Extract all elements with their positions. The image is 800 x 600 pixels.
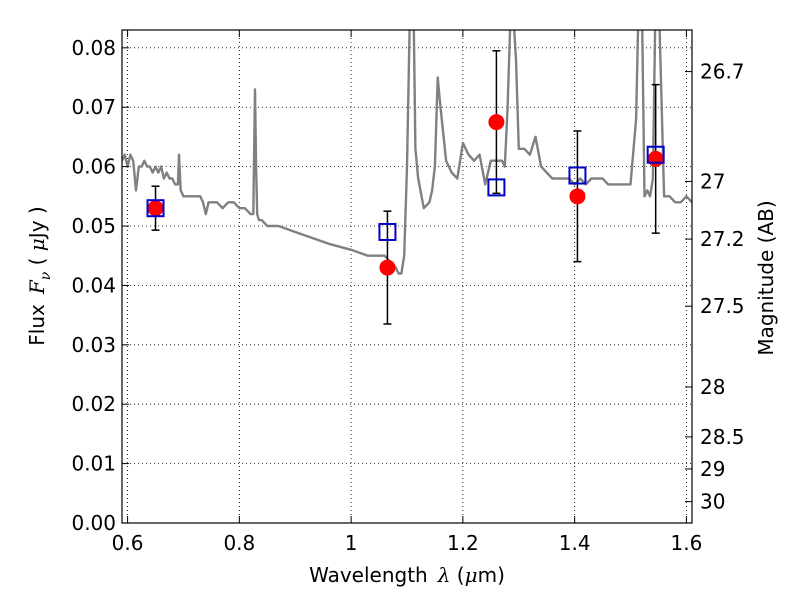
y-tick-label: 0.07 bbox=[71, 95, 116, 119]
y2-tick-label: 30 bbox=[700, 490, 725, 514]
y-tick-label: 0.01 bbox=[71, 452, 116, 476]
y-tick-label: 0.03 bbox=[71, 333, 116, 357]
y2-tick-label: 29 bbox=[700, 457, 725, 481]
y-tick-label: 0.02 bbox=[71, 392, 116, 416]
y2-tick-label: 27.5 bbox=[700, 294, 745, 318]
observed-point bbox=[647, 150, 664, 167]
y2-tick-label: 27.2 bbox=[700, 227, 745, 251]
model-point bbox=[646, 145, 665, 164]
axes: 0.6 0.8 1 1.2 1.4 1.6 0.00 0.01 0.02 0.03 0.04 0.05… bbox=[71, 29, 745, 555]
spectrum-line bbox=[122, 30, 692, 275]
y2-axis-label: Magnitude (AB) bbox=[754, 200, 778, 355]
x-tick-label: 1 bbox=[345, 531, 358, 555]
model-point bbox=[378, 222, 397, 241]
x-axis-label: Wavelength λ (μm) bbox=[309, 563, 505, 587]
plot-area bbox=[122, 30, 692, 325]
y-tick-label: 0.08 bbox=[71, 36, 116, 60]
y-tick-label: 0.00 bbox=[71, 511, 116, 535]
model-point bbox=[487, 178, 506, 197]
x-tick-label: 0.6 bbox=[112, 531, 144, 555]
plot-frame bbox=[121, 29, 693, 524]
y-tick-label: 0.06 bbox=[71, 155, 116, 179]
y-axis-label: FluxFν ( μJy ) bbox=[25, 206, 54, 345]
y2-tick-label: 28 bbox=[700, 375, 725, 399]
x-tick-label: 0.8 bbox=[223, 531, 255, 555]
y-tick-label: 0.04 bbox=[71, 273, 116, 297]
y2-tick-label: 27 bbox=[700, 169, 725, 193]
observed-point bbox=[379, 259, 396, 276]
x-tick-label: 1.6 bbox=[671, 531, 703, 555]
y-tick-label: 0.05 bbox=[71, 214, 116, 238]
model-point bbox=[568, 166, 587, 185]
model-point bbox=[146, 199, 165, 218]
y2-tick-label: 28.5 bbox=[700, 425, 745, 449]
x-tick-label: 1.4 bbox=[559, 531, 591, 555]
observed-point bbox=[569, 188, 586, 205]
y2-tick-label: 26.7 bbox=[700, 60, 745, 84]
x-tick-label: 1.2 bbox=[447, 531, 479, 555]
observed-point bbox=[147, 200, 164, 217]
observed-point bbox=[488, 114, 505, 131]
